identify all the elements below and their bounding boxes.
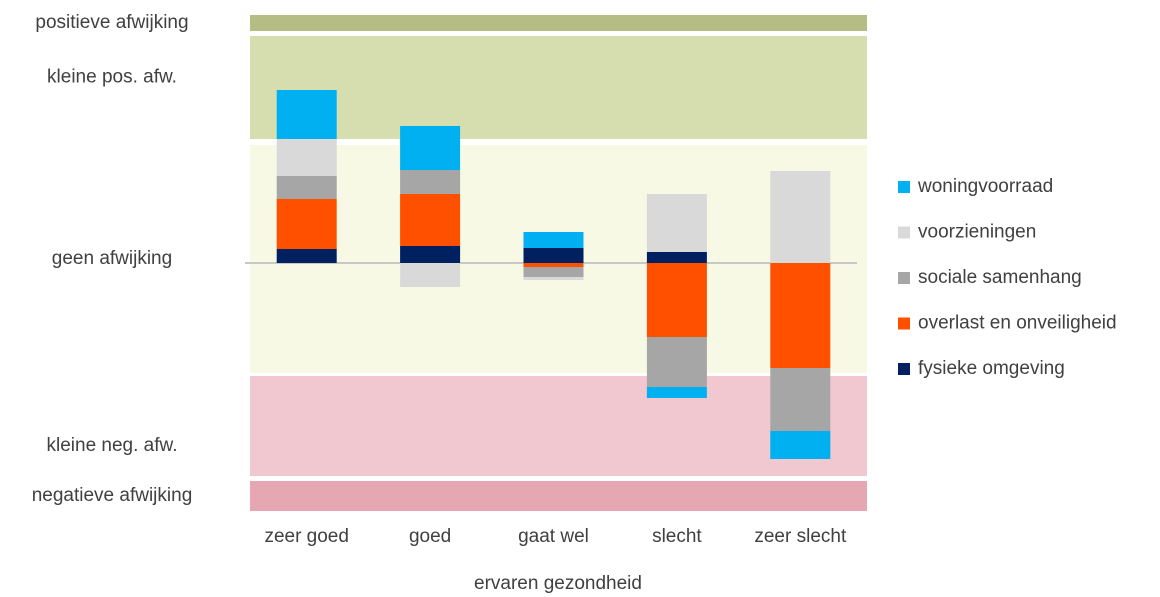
band	[250, 15, 867, 31]
legend-swatch	[898, 317, 910, 330]
bar-segment	[276, 90, 337, 139]
band-label: negatieve afwijking	[32, 485, 193, 506]
bar-segment	[646, 252, 707, 263]
x-tick-label: gaat wel	[518, 526, 589, 547]
band-label: kleine neg. afw.	[47, 435, 178, 456]
bar-segment	[523, 277, 584, 280]
bar-segment	[400, 263, 461, 287]
x-tick-label: goed	[409, 526, 451, 547]
bar-segment	[523, 248, 584, 263]
legend-label: voorzieningen	[918, 222, 1036, 243]
bar-segment	[646, 387, 707, 398]
bar-segment	[523, 267, 584, 277]
x-tick-label: slecht	[652, 526, 702, 547]
x-axis-label: ervaren gezondheid	[474, 573, 642, 594]
bar-segment	[523, 263, 584, 267]
legend-label: overlast en onveiligheid	[918, 313, 1117, 334]
bar-segment	[276, 199, 337, 249]
band	[250, 36, 867, 139]
bar-segment	[770, 263, 831, 368]
bar-segment	[770, 431, 831, 459]
band	[250, 376, 867, 476]
band-label: positieve afwijking	[35, 12, 188, 33]
bar-segment	[770, 171, 831, 263]
legend-swatch	[898, 181, 910, 193]
bar-segment	[400, 246, 461, 263]
bar-segment	[400, 194, 461, 246]
bar-segment	[400, 170, 461, 194]
legend-swatch	[898, 363, 910, 375]
band	[250, 481, 867, 511]
x-tick-label: zeer slecht	[754, 526, 847, 547]
bar-segment	[276, 139, 337, 176]
legend-label: sociale samenhang	[918, 267, 1082, 288]
bar-segment	[523, 232, 584, 248]
legend-swatch	[898, 226, 910, 239]
bar-segment	[400, 126, 461, 170]
x-tick-label: zeer goed	[264, 526, 349, 547]
bar-segment	[276, 249, 337, 263]
legend-label: fysieke omgeving	[918, 358, 1065, 379]
legend-swatch	[898, 272, 910, 284]
band-label: kleine pos. afw.	[47, 67, 177, 88]
bar-segment	[646, 194, 707, 252]
bar-segment	[646, 263, 707, 337]
legend-label: woningvoorraad	[917, 176, 1053, 197]
bar-segment	[646, 337, 707, 387]
bar-segment	[770, 368, 831, 431]
bar-segment	[276, 176, 337, 199]
band-label: geen afwijking	[52, 248, 172, 269]
